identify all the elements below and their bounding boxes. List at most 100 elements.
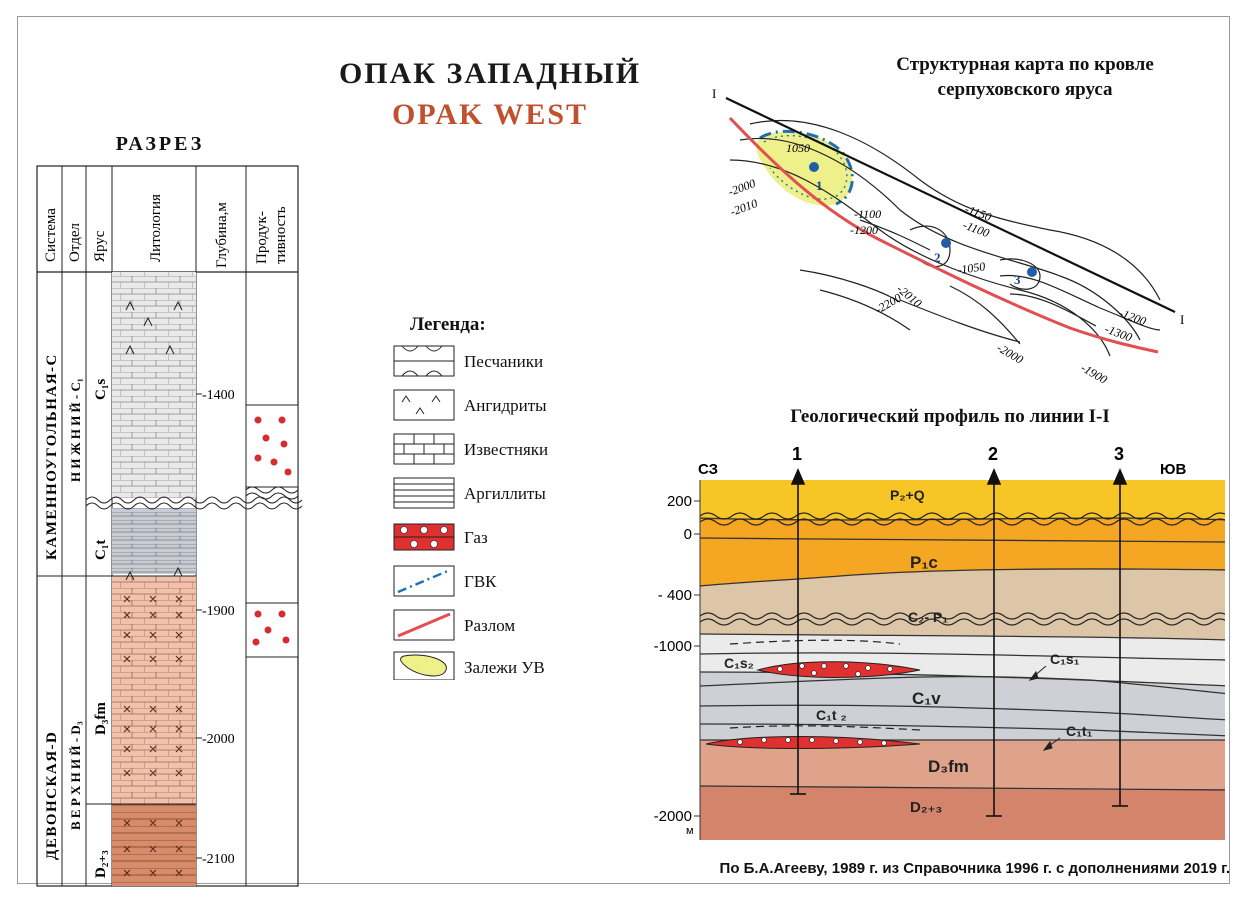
map-fault	[728, 116, 1159, 354]
anhydrite-marks	[125, 300, 183, 581]
layer-c1v-c1t	[700, 672, 1225, 741]
map-contour-label: -2000	[726, 176, 757, 199]
col-header-productivity: Продук-	[254, 211, 270, 264]
productive-zone-2	[245, 602, 299, 658]
profile-depth-400: - 400	[658, 587, 692, 604]
layer-p1c	[700, 518, 1225, 586]
profile-well-2: 2	[988, 444, 998, 464]
section-heading: РАЗРЕЗ	[115, 133, 205, 155]
legend-swatch-gvk	[393, 565, 455, 597]
legend-label-deposit: Залежи УВ	[464, 658, 545, 677]
lith-d3fm	[112, 576, 196, 804]
col-header-stage: Ярус	[92, 230, 108, 262]
legend-swatch-deposit	[393, 651, 455, 680]
title-ru: ОПАК ЗАПАДНЫЙ	[338, 57, 642, 90]
geological-profile: 200 0 - 400 -1000 -2000 м СЗ ЮВ 1 2 3 P₂…	[654, 444, 1225, 840]
lith-c1s	[112, 272, 196, 498]
system-carboniferous: КАМЕННОУГОЛЬНАЯ-С	[44, 353, 60, 560]
legend-swatch-sandstone	[393, 345, 455, 377]
map-well-1	[809, 162, 819, 172]
legend-title: Легенда:	[410, 314, 486, 335]
depth-2000: -2000	[202, 732, 235, 747]
map-well-3	[1027, 267, 1037, 277]
legend-swatch-fault	[393, 609, 455, 641]
legend-label-mudstone: Аргиллиты	[464, 484, 546, 503]
structure-map: I I 1 2 3 1050 -1100 -1200 -1150 -1100 -…	[712, 86, 1184, 387]
map-gvk	[759, 129, 854, 206]
profile-right-label: ЮВ	[1160, 461, 1186, 478]
map-contour-label: -1100	[854, 207, 881, 221]
map-well-label-3: 3	[1014, 272, 1021, 287]
lith-c1t	[112, 508, 196, 574]
page-frame	[17, 16, 1230, 884]
layer-d3fm	[700, 740, 1225, 790]
map-deposit	[756, 131, 853, 206]
profile-title: Геологический профиль по линии I-I	[790, 406, 1110, 427]
legend-swatch-limestone	[393, 433, 455, 465]
layer-p2q	[700, 480, 1225, 520]
depth-1400: -1400	[202, 388, 235, 403]
map-contour-label: -1900	[1079, 360, 1110, 386]
stage-c1t: C₁t	[93, 540, 109, 560]
profile-well-1: 1	[792, 444, 802, 464]
label-c1t2: C₁t ₂	[816, 707, 847, 723]
map-well-2	[941, 238, 951, 248]
map-well-label-2: 2	[934, 250, 941, 265]
legend-swatch-gas	[393, 523, 455, 551]
layer-d23	[700, 786, 1225, 840]
legend-label-fault: Разлом	[464, 616, 516, 635]
stage-d3fm: D₃fm	[93, 702, 109, 735]
unconformity-1	[85, 496, 303, 504]
col-header-series: Отдел	[67, 223, 83, 262]
label-d23: D₂₊₃	[910, 799, 942, 816]
legend-swatch-anhydrite	[393, 389, 455, 421]
map-contour-label: -1200	[850, 223, 878, 237]
col-header-productivity-2: тивность	[273, 206, 289, 264]
layer-c2p1	[700, 568, 1225, 640]
stage-d23: D₂₊₃	[93, 850, 109, 878]
profile-depth-2000: -2000	[654, 808, 692, 825]
legend-label-sandstone: Песчаники	[464, 352, 544, 371]
map-contour-label: -2000	[995, 340, 1026, 366]
profile-unit: м	[686, 825, 694, 837]
legend-swatch-mudstone	[393, 477, 455, 509]
map-profile-line	[725, 97, 1176, 313]
series-lower: Н И Ж Н И Й - С₁	[68, 378, 83, 482]
map-line-end-right: I	[1180, 312, 1184, 327]
map-contour-label: -2010	[728, 196, 759, 219]
label-c1s2: C₁s₂	[724, 655, 754, 671]
label-d3fm: D₃fm	[928, 757, 969, 776]
profile-depth-1000: -1000	[654, 638, 692, 655]
label-c1s1: C₁s₁	[1050, 651, 1080, 667]
map-contour-label: -1200	[1117, 306, 1148, 329]
label-p2q: P₂+Q	[890, 487, 925, 503]
profile-depth-0: 0	[684, 526, 692, 543]
legend-label-gvk: ГВК	[464, 572, 497, 591]
system-devonian: ДЕВОНСКАЯ-D	[44, 731, 60, 860]
label-c1v: C₁v	[912, 689, 941, 708]
label-p1c: P₁c	[910, 553, 938, 572]
legend-label-gas: Газ	[464, 528, 488, 547]
col-header-system: Система	[43, 208, 59, 262]
map-line-end-left: I	[712, 86, 716, 101]
legend-label-limestone: Известняки	[464, 440, 549, 459]
footer-credit: По Б.А.Агееву, 1989 г. из Справочника 19…	[719, 860, 1230, 877]
profile-left-label: СЗ	[698, 461, 718, 478]
title-en: OPAK WEST	[391, 98, 589, 131]
label-c1t1: C₁t₁	[1066, 723, 1093, 739]
profile-well-3: 3	[1114, 444, 1124, 464]
map-contours	[729, 119, 1161, 357]
famennian-marks	[123, 595, 183, 877]
series-upper: В Е Р Х Н И Й - D₃	[68, 721, 83, 830]
depth-2100: -2100	[202, 852, 235, 867]
map-title: Структурная карта по кровле серпуховског…	[840, 52, 1210, 102]
map-contour-label: 1050	[786, 141, 810, 155]
legend-swatches	[393, 345, 455, 680]
map-title-line2: серпуховского яруса	[937, 79, 1113, 100]
label-c2p1: C₂- P₁	[908, 609, 948, 625]
profile-depth-200: 200	[667, 493, 692, 510]
map-title-line1: Структурная карта по кровле	[896, 54, 1154, 75]
col-header-lithology: Литология	[148, 194, 164, 262]
depth-1900: -1900	[202, 604, 235, 619]
